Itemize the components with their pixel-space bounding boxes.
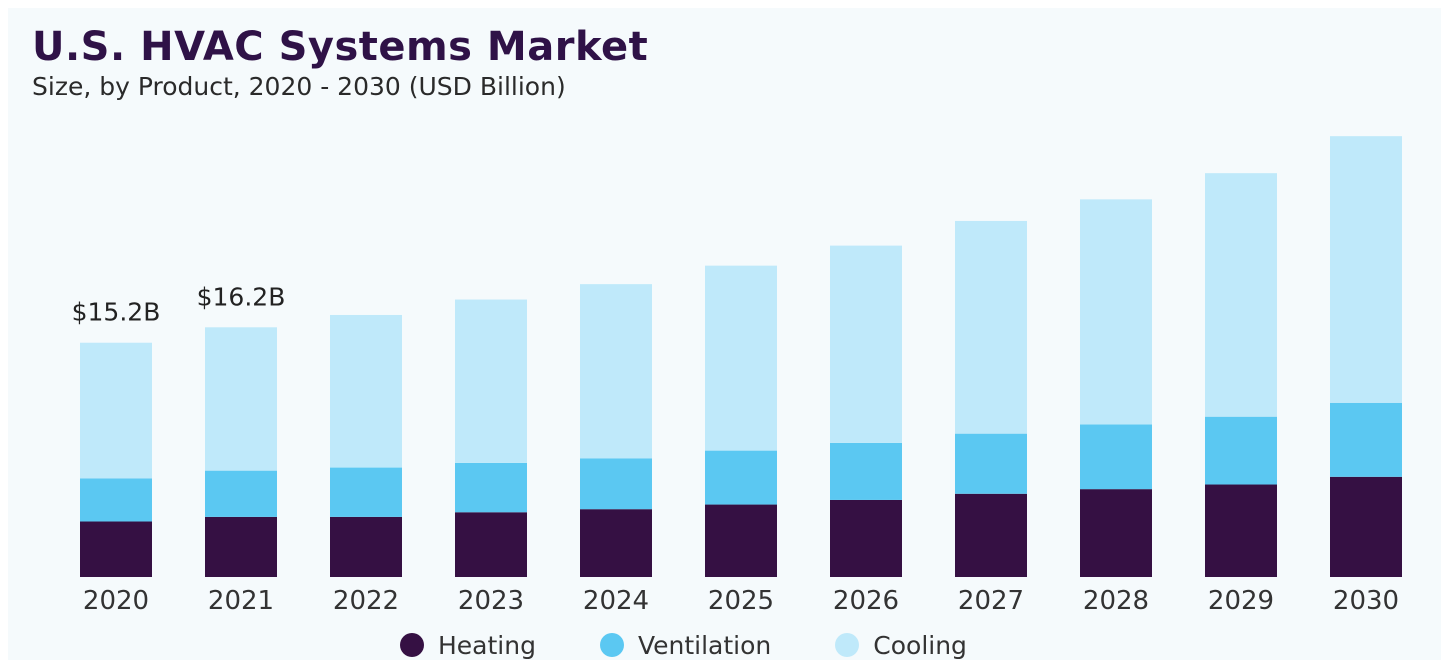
bar-heating-2028 [1080, 489, 1152, 577]
x-tick-label-2020: 2020 [83, 586, 149, 616]
bar-cooling-2021 [205, 327, 277, 471]
legend: Heating Ventilation Cooling [400, 630, 967, 660]
x-tick-label-2027: 2027 [958, 586, 1024, 616]
x-tick-label-2028: 2028 [1083, 586, 1149, 616]
bar-cooling-2022 [330, 314, 402, 468]
bar-ventilation-2023 [455, 462, 527, 513]
x-tick-label-2029: 2029 [1208, 586, 1274, 616]
bar-ventilation-2029 [1205, 416, 1277, 485]
legend-label-heating: Heating [438, 630, 536, 660]
chart-title: U.S. HVAC Systems Market [32, 24, 649, 70]
bar-heating-2027 [955, 493, 1027, 577]
bar-cooling-2023 [455, 299, 527, 463]
bar-heating-2026 [830, 499, 902, 577]
chart-subtitle: Size, by Product, 2020 - 2030 (USD Billi… [32, 72, 566, 101]
bar-heating-2021 [205, 516, 277, 577]
bar-ventilation-2024 [580, 458, 652, 510]
x-tick-label-2022: 2022 [333, 586, 399, 616]
bar-heating-2025 [705, 504, 777, 577]
bar-cooling-2030 [1330, 136, 1402, 403]
bar-heating-2024 [580, 509, 652, 577]
bar-cooling-2026 [830, 245, 902, 443]
x-tick-label-2023: 2023 [458, 586, 524, 616]
bar-ventilation-2025 [705, 450, 777, 505]
bar-ventilation-2022 [330, 467, 402, 517]
x-tick-label-2024: 2024 [583, 586, 649, 616]
bar-cooling-2025 [705, 265, 777, 451]
legend-item-cooling: Cooling [835, 631, 967, 660]
x-tick-label-2025: 2025 [708, 586, 774, 616]
legend-swatch-heating [400, 633, 424, 657]
bar-ventilation-2020 [80, 478, 152, 522]
bar-heating-2030 [1330, 476, 1402, 577]
bar-heating-2023 [455, 512, 527, 577]
bar-ventilation-2027 [955, 433, 1027, 494]
bar-cooling-2024 [580, 284, 652, 459]
bar-ventilation-2026 [830, 442, 902, 500]
bar-cooling-2020 [80, 342, 152, 479]
total-label-2021: $16.2B [197, 282, 286, 311]
legend-item-ventilation: Ventilation [599, 630, 772, 660]
total-label-2020: $15.2B [72, 298, 161, 327]
x-tick-label-2026: 2026 [833, 586, 899, 616]
bar-ventilation-2030 [1330, 402, 1402, 477]
bar-heating-2029 [1205, 484, 1277, 577]
x-tick-label-2021: 2021 [208, 586, 274, 616]
bar-heating-2022 [330, 516, 402, 577]
bar-cooling-2027 [955, 220, 1027, 434]
bar-cooling-2029 [1205, 173, 1277, 417]
bar-cooling-2028 [1080, 199, 1152, 425]
legend-swatch-ventilation [599, 633, 624, 657]
legend-swatch-cooling [835, 633, 860, 657]
bar-heating-2020 [80, 521, 152, 577]
legend-item-heating: Heating [400, 631, 536, 660]
bar-ventilation-2028 [1080, 424, 1152, 490]
x-tick-label-2030: 2030 [1333, 586, 1399, 616]
legend-label-ventilation: Ventilation [637, 630, 772, 660]
bar-ventilation-2021 [205, 470, 277, 517]
legend-label-cooling: Cooling [873, 630, 967, 660]
